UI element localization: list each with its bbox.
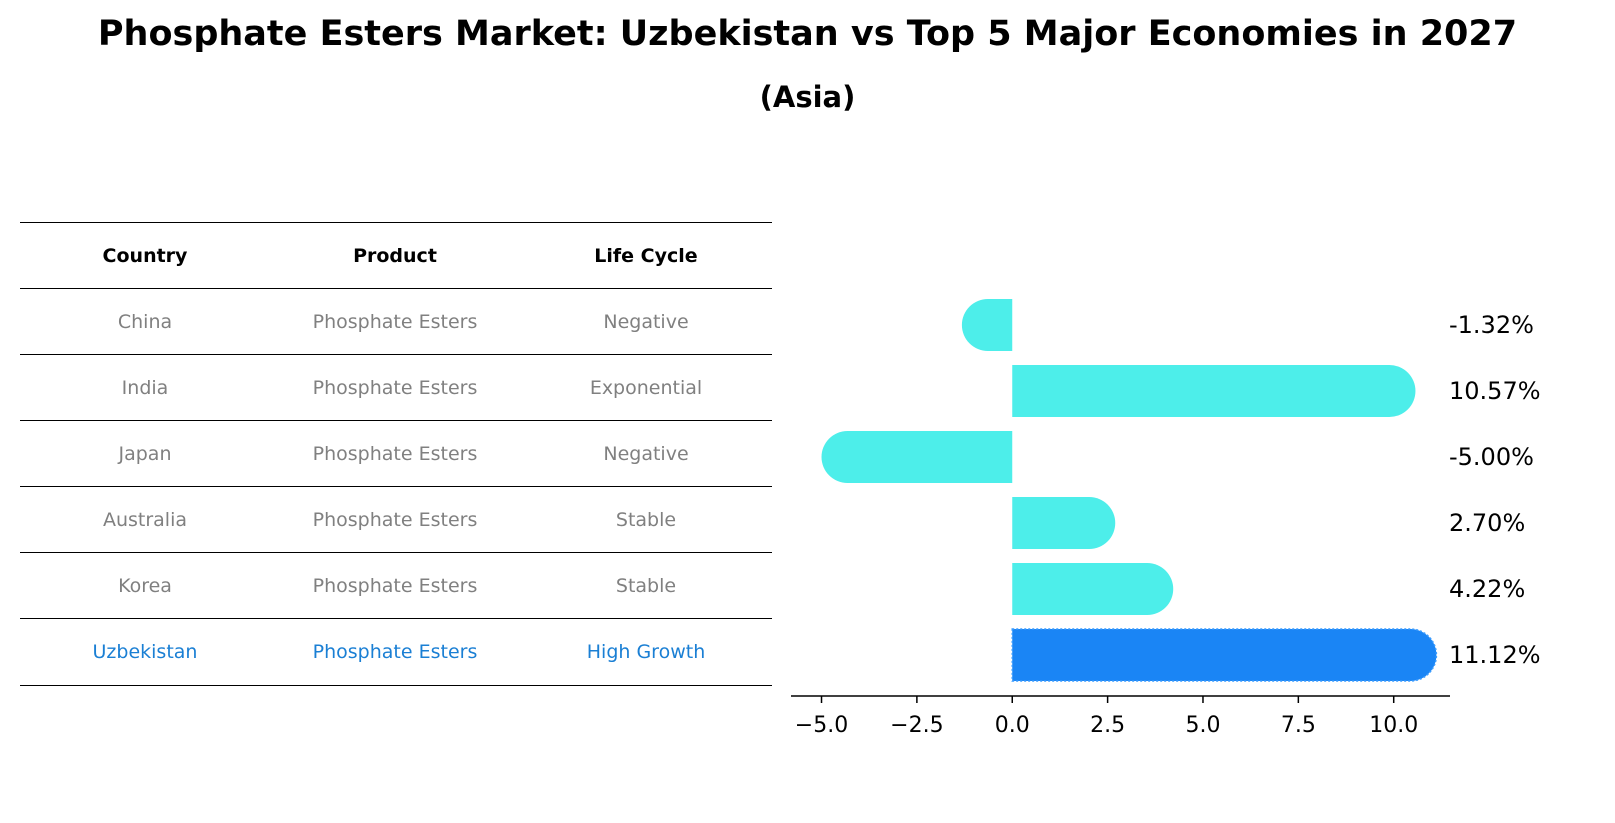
cell-life-cycle: High Growth: [586, 641, 706, 663]
bar-korea: [1012, 563, 1174, 615]
cell-life-cycle: Stable: [615, 574, 677, 597]
cell-life-cycle: Negative: [603, 310, 689, 333]
cell-country: India: [121, 376, 169, 399]
data-table: Country Product Life Cycle China Phospha…: [20, 222, 772, 686]
bar-australia: [1012, 497, 1116, 549]
cell-product: Phosphate Esters: [312, 508, 478, 531]
table-row: Australia Phosphate Esters Stable: [20, 486, 772, 552]
table-row: Korea Phosphate Esters Stable: [20, 552, 772, 618]
x-tick-label: 2.5: [1090, 713, 1125, 738]
value-label-india: 10.57%: [1449, 377, 1541, 405]
x-tick-label: 5.0: [1185, 713, 1220, 738]
cell-country: Uzbekistan: [92, 641, 198, 663]
bar-japan: [821, 431, 1013, 483]
bar-uzbekistan: [1011, 628, 1438, 682]
x-tick-label: −2.5: [890, 713, 943, 738]
header-life-cycle: Life Cycle: [594, 244, 698, 267]
chart-title: Phosphate Esters Market: Uzbekistan vs T…: [97, 14, 1518, 54]
table-row: Japan Phosphate Esters Negative: [20, 420, 772, 486]
cell-product: Phosphate Esters: [312, 442, 478, 465]
cell-product: Phosphate Esters: [312, 376, 478, 399]
cell-country: Japan: [118, 442, 172, 465]
value-label-china: -1.32%: [1449, 311, 1534, 339]
value-label-japan: -5.00%: [1449, 443, 1534, 471]
cell-life-cycle: Exponential: [589, 376, 703, 399]
cell-life-cycle: Stable: [615, 508, 677, 531]
cell-product: Phosphate Esters: [312, 574, 478, 597]
table-row: India Phosphate Esters Exponential: [20, 354, 772, 420]
bar-china: [961, 299, 1013, 351]
value-label-korea: 4.22%: [1449, 575, 1525, 603]
header-product: Product: [353, 244, 437, 267]
cell-product: Phosphate Esters: [312, 641, 478, 663]
bar-india: [1012, 365, 1416, 417]
cell-country: Korea: [118, 574, 172, 597]
x-tick-label: −5.0: [795, 713, 848, 738]
cell-country: China: [117, 310, 173, 333]
x-tick-label: 0.0: [995, 713, 1030, 738]
cell-country: Australia: [102, 508, 188, 531]
cell-life-cycle: Negative: [603, 442, 689, 465]
table-header-row: Country Product Life Cycle: [20, 222, 772, 288]
x-tick-label: 10.0: [1369, 713, 1418, 738]
table-row-highlight: Uzbekistan Phosphate Esters High Growth: [20, 618, 772, 686]
x-tick-label: 7.5: [1281, 713, 1316, 738]
value-label-australia: 2.70%: [1449, 509, 1525, 537]
header-country: Country: [102, 244, 188, 267]
cell-product: Phosphate Esters: [312, 310, 478, 333]
bar-chart: -1.32% 10.57% -5.00% 2.70% 4.22% 11.12% −5.0 −2…: [791, 299, 1541, 738]
value-label-uzbekistan: 11.12%: [1449, 641, 1541, 669]
chart-subtitle: (Asia): [759, 80, 856, 114]
table-row: China Phosphate Esters Negative: [20, 288, 772, 354]
